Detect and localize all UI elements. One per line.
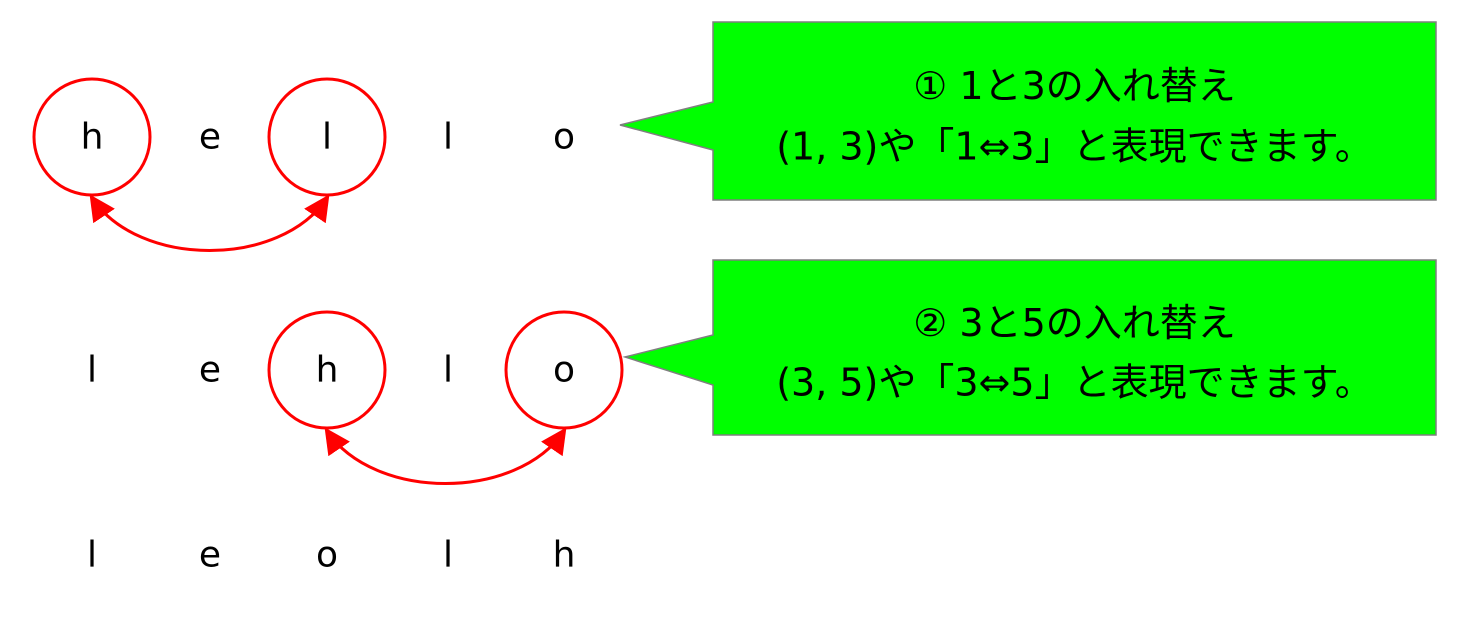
letter: l	[443, 535, 453, 576]
letter: l	[443, 117, 453, 158]
letter: e	[199, 117, 221, 158]
letter: h	[316, 350, 339, 391]
letter: o	[553, 350, 575, 391]
letter: h	[553, 535, 576, 576]
letter: l	[322, 117, 332, 158]
callout-shape	[622, 259, 1437, 436]
letter: o	[553, 117, 575, 158]
callout-title: ② 3と5の入れ替え	[913, 301, 1236, 345]
letter: e	[199, 350, 221, 391]
callout-shape	[619, 21, 1437, 201]
callout-title: ① 1と3の入れ替え	[913, 64, 1236, 108]
letter: l	[443, 350, 453, 391]
letter-rows: h e l l o l e h l o l e o l h	[32, 77, 624, 576]
letter: l	[87, 350, 97, 391]
callout-description: (3, 5)や「3⇔5」と表現できます。	[776, 361, 1373, 405]
swap-arrow	[324, 427, 567, 485]
letter: e	[199, 535, 221, 576]
letter: o	[316, 535, 338, 576]
letter: h	[81, 117, 104, 158]
callout-box: ② 3と5の入れ替え (3, 5)や「3⇔5」と表現できます。	[622, 259, 1437, 436]
swap-arrow	[89, 194, 330, 252]
callout-box: ① 1と3の入れ替え (1, 3)や「1⇔3」と表現できます。	[619, 21, 1437, 201]
letter: l	[87, 535, 97, 576]
callouts: ① 1と3の入れ替え (1, 3)や「1⇔3」と表現できます。 ② 3と5の入れ替え…	[619, 21, 1437, 436]
callout-description: (1, 3)や「1⇔3」と表現できます。	[776, 125, 1373, 169]
